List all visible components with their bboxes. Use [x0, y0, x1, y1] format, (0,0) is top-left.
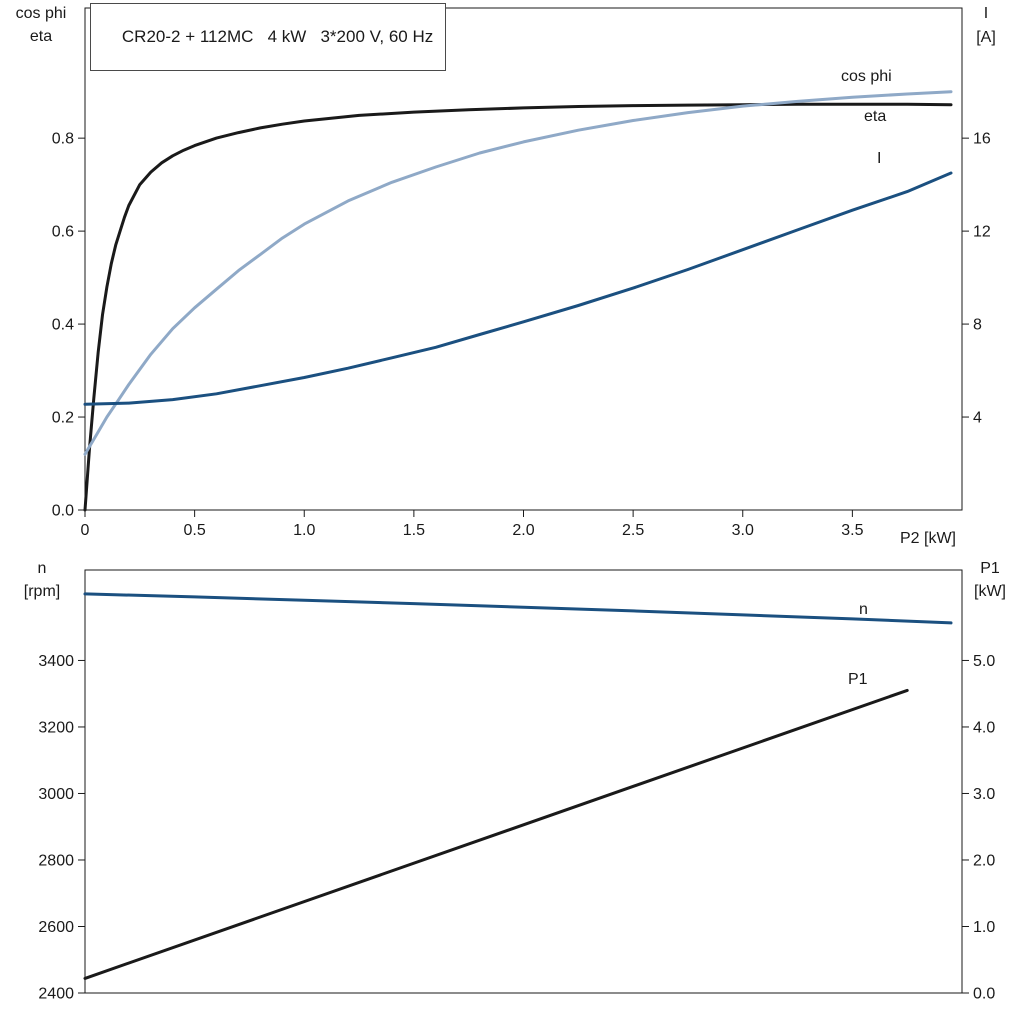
x-axis-tick-label: 2.0	[512, 522, 534, 539]
left-axis-tick-label: 2800	[38, 852, 74, 869]
chart-title-box: CR20-2 + 112MC 4 kW 3*200 V, 60 Hz	[90, 3, 447, 71]
left-axis-tick-label: 0.2	[52, 410, 74, 427]
curve-speed	[83, 592, 953, 625]
left-axis-tick-label: 2400	[38, 986, 74, 1003]
right-axis-title: P1	[980, 560, 1000, 577]
x-axis-tick-label: 0.5	[184, 522, 206, 539]
plot-frame	[84, 7, 963, 511]
curve-label-cos-phi: cos phi	[841, 68, 892, 85]
right-axis-tick-label: 3.0	[973, 786, 995, 803]
left-axis-tick-label: 3400	[38, 653, 74, 670]
left-axis-title: cos phi	[16, 5, 67, 22]
left-axis-title: [rpm]	[24, 583, 60, 600]
chart-title: CR20-2 + 112MC 4 kW 3*200 V, 60 Hz	[121, 27, 434, 46]
x-axis-tick-label: 3.5	[841, 522, 863, 539]
curve-label-p1: P1	[848, 671, 868, 688]
left-axis-tick-label: 2600	[38, 919, 74, 936]
curve-label-eta: eta	[864, 108, 886, 125]
right-axis-title: [kW]	[974, 583, 1006, 600]
left-axis-tick-label: 0.0	[52, 503, 74, 520]
right-axis-tick-label: 12	[973, 224, 991, 241]
right-axis-tick-label: 5.0	[973, 653, 995, 670]
right-axis-tick-label: 0.0	[973, 986, 995, 1003]
left-axis-tick-label: 0.4	[52, 317, 74, 334]
curve-eta	[83, 102, 953, 512]
left-axis-tick-label: 0.6	[52, 224, 74, 241]
x-axis-tick-label: 1.0	[293, 522, 315, 539]
curve-label-speed: n	[859, 601, 868, 618]
curve-label-current: I	[877, 150, 881, 167]
left-axis-tick-label: 0.8	[52, 131, 74, 148]
x-axis-tick-label: 0	[81, 522, 90, 539]
right-axis-title: I	[984, 5, 988, 22]
left-axis-title: n	[38, 560, 47, 577]
right-axis-tick-label: 16	[973, 131, 991, 148]
right-axis-tick-label: 8	[973, 317, 982, 334]
right-axis-tick-label: 1.0	[973, 919, 995, 936]
left-axis-title: eta	[30, 28, 52, 45]
curve-p1	[83, 688, 909, 980]
x-axis-tick-label: 3.0	[732, 522, 754, 539]
left-axis-tick-label: 3000	[38, 786, 74, 803]
plot-frame	[84, 569, 963, 994]
right-axis-tick-label: 4.0	[973, 719, 995, 736]
x-axis-tick-label: 2.5	[622, 522, 644, 539]
right-axis-title: [A]	[976, 29, 996, 46]
x-axis-title: P2 [kW]	[900, 530, 956, 547]
left-axis-tick-label: 3200	[38, 719, 74, 736]
x-axis-tick-label: 1.5	[403, 522, 425, 539]
curve-current	[83, 171, 953, 406]
right-axis-tick-label: 4	[973, 410, 982, 427]
right-axis-tick-label: 2.0	[973, 852, 995, 869]
curve-cos-phi	[83, 90, 953, 456]
